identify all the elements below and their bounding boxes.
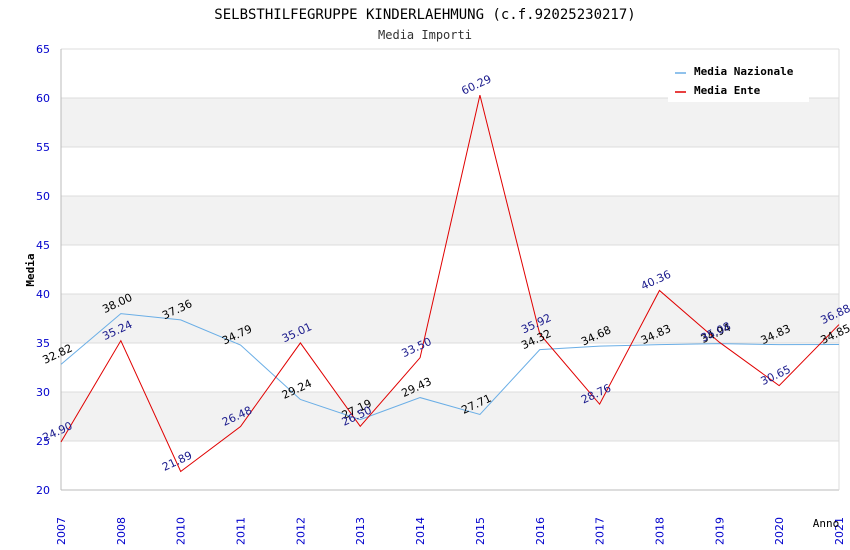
y-tick-label: 25 [36, 435, 50, 448]
legend-box [668, 60, 809, 102]
y-tick-label: 65 [36, 43, 50, 56]
y-tick-label: 45 [36, 239, 50, 252]
x-tick-label: 2019 [713, 517, 726, 545]
legend-label: Media Nazionale [694, 65, 794, 78]
y-tick-label: 30 [36, 386, 50, 399]
y-tick-label: 40 [36, 288, 50, 301]
x-tick-label: 2021 [833, 517, 846, 545]
data-label: 30.65 [759, 363, 793, 388]
x-tick-label: 2015 [474, 517, 487, 545]
x-tick-label: 2012 [294, 517, 307, 545]
grid-band [61, 196, 839, 245]
legend-label: Media Ente [694, 84, 761, 97]
chart-title: SELBSTHILFEGRUPPE KINDERLAEHMUNG (c.f.92… [214, 7, 635, 23]
x-tick-label: 2016 [534, 517, 547, 545]
series-line-media-nazionale [60, 313, 840, 421]
data-label: 21.89 [160, 449, 194, 474]
plot-area: 20 25 30 35 40 45 50 55 60 65 2007 2008 2010 2011 2012… [36, 43, 850, 545]
y-axis-label: Media [24, 253, 37, 286]
x-axis-label: Anno [813, 517, 840, 530]
chart-subtitle: Media Importi [378, 28, 472, 42]
y-tick-label: 60 [36, 92, 50, 105]
x-tick-label: 2013 [354, 517, 367, 545]
data-label: 60.29 [459, 72, 493, 97]
x-tick-label: 2011 [235, 517, 248, 545]
x-tick-label: 2014 [414, 517, 427, 545]
legend: Media Nazionale Media Ente [668, 60, 809, 102]
y-tick-label: 50 [36, 190, 50, 203]
series-line-media-ente [60, 95, 840, 473]
y-tick-label: 20 [36, 484, 50, 497]
x-tick-label: 2008 [115, 517, 128, 545]
y-tick-label: 55 [36, 141, 50, 154]
y-tick-label: 35 [36, 337, 50, 350]
x-tick-label: 2007 [55, 517, 68, 545]
x-tick-label: 2020 [773, 517, 786, 545]
x-tick-label: 2010 [175, 517, 188, 545]
x-tick-label: 2017 [594, 517, 607, 545]
grid-band [61, 98, 839, 147]
x-tick-label: 2018 [653, 517, 666, 545]
grid-band [61, 294, 839, 343]
grid-band [61, 392, 839, 441]
data-label: 40.36 [639, 268, 673, 293]
